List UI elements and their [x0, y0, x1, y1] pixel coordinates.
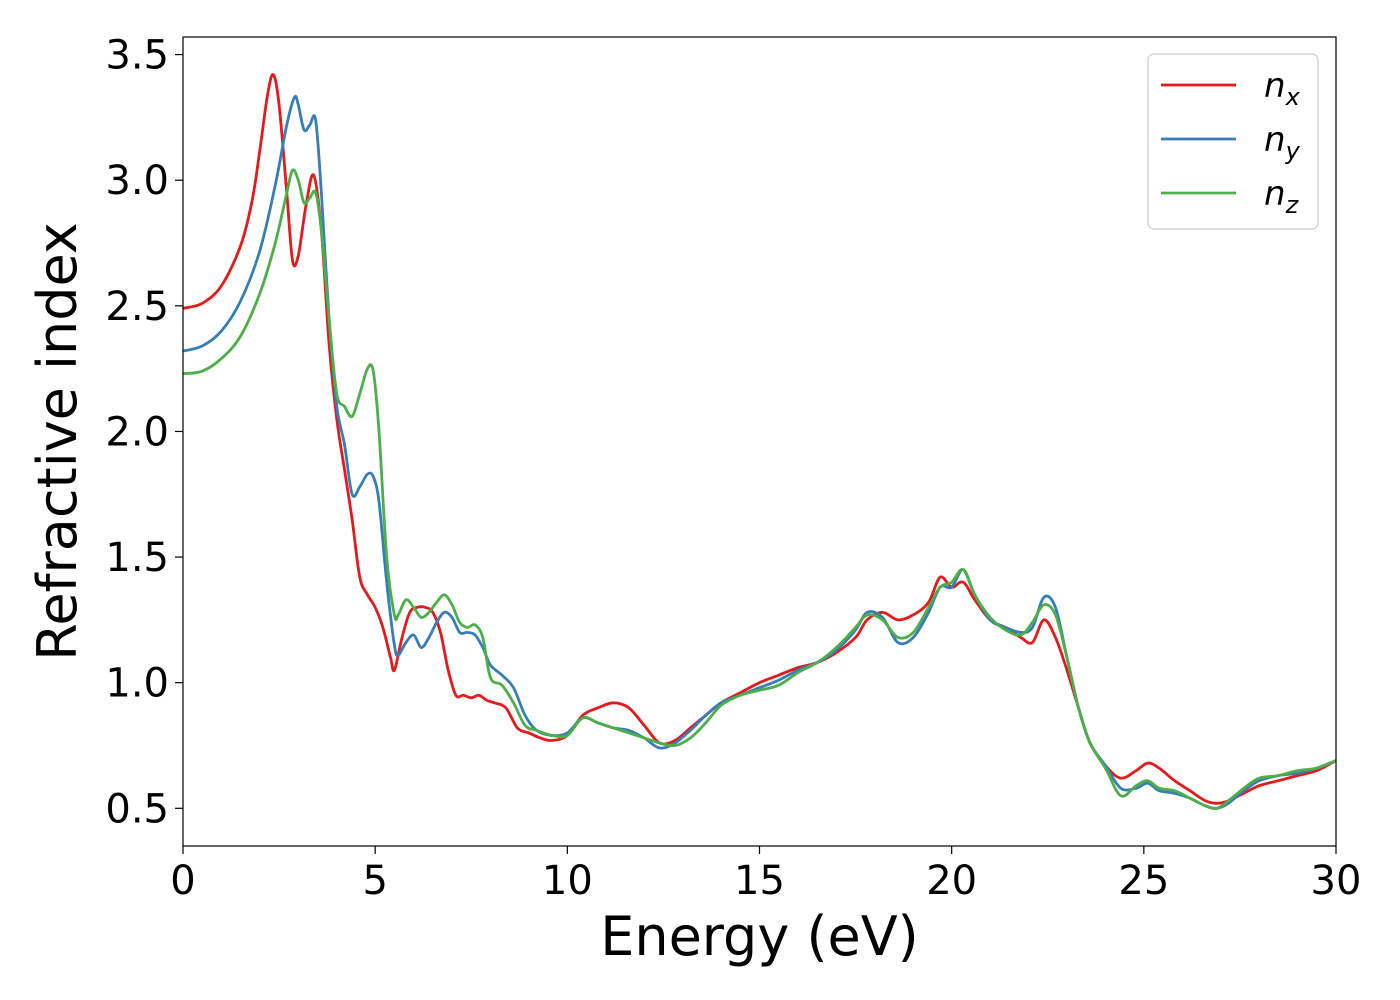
x-tick-label: 0 — [170, 858, 195, 904]
y-tick-label: 1.5 — [105, 535, 169, 581]
x-tick-label: 15 — [734, 858, 785, 904]
legend-label-x: nx — [1264, 66, 1301, 111]
series-lines — [182, 73, 1337, 810]
x-tick-label: 5 — [362, 858, 387, 904]
legend-label-y: ny — [1264, 120, 1301, 165]
series-line-z — [182, 168, 1337, 810]
legend-label-z: nz — [1264, 174, 1300, 219]
y-axis-label: Refractive index — [26, 222, 89, 661]
x-axis-label: Energy (eV) — [600, 905, 919, 968]
legend: nx ny nz — [1147, 53, 1319, 230]
legend-items: nx ny nz — [1161, 66, 1301, 219]
x-tick-label: 10 — [542, 858, 593, 904]
legend-box — [1147, 53, 1319, 230]
y-tick-label: 3.0 — [105, 158, 169, 204]
x-axis-ticks: 0 5 10 15 20 25 30 — [170, 846, 1361, 904]
y-tick-label: 3.5 — [105, 33, 169, 79]
y-tick-label: 2.5 — [105, 284, 169, 330]
y-tick-label: 0.5 — [105, 786, 169, 832]
x-tick-label: 25 — [1118, 858, 1169, 904]
y-axis-ticks: 0.5 1.0 1.5 2.0 2.5 3.0 3.5 — [105, 33, 183, 832]
x-tick-label: 20 — [926, 858, 977, 904]
y-tick-label: 2.0 — [105, 409, 169, 455]
x-tick-label: 30 — [1311, 858, 1362, 904]
y-tick-label: 1.0 — [105, 661, 169, 707]
